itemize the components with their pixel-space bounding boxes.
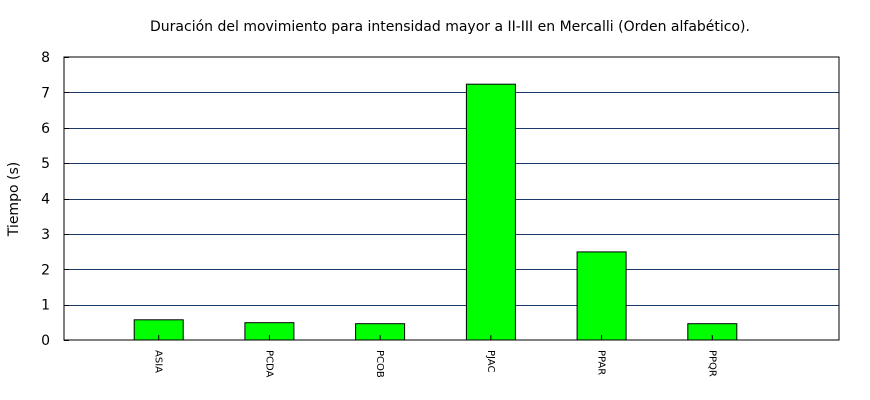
x-tick-label-pcob: PCOB [374,350,385,378]
y-tick-label: 3 [41,227,50,243]
x-axis-ticks: ASIA PCDA PCOB PJAC PPAR PPQR [153,335,717,378]
y-tick-label: 4 [41,192,50,208]
y-tick-label: 1 [41,298,50,314]
x-tick-label-pjac: PJAC [485,350,496,372]
bar-ppar [576,251,627,341]
plot-area-frame [63,56,840,341]
y-tick-label: 2 [41,262,50,278]
chart-title: Duración del movimiento para intensidad … [150,19,750,35]
y-axis-ticks: 0 1 2 3 4 5 6 7 8 [41,50,69,349]
x-tick-label-ppar: PPAR [596,350,607,375]
bars [133,83,738,341]
x-tick-label-pcda: PCDA [263,350,274,378]
y-tick-label: 5 [41,156,50,172]
gridlines [64,92,839,306]
y-tick-label: 8 [41,50,50,66]
y-axis-label: Tiempo (s) [6,162,22,237]
x-tick-label-ppqr: PPQR [706,350,717,377]
x-tick-label-asia: ASIA [153,350,164,373]
bar-pjac [465,83,516,341]
y-tick-label: 7 [41,85,50,101]
y-tick-label: 6 [41,121,50,137]
y-tick-label: 0 [41,333,50,349]
